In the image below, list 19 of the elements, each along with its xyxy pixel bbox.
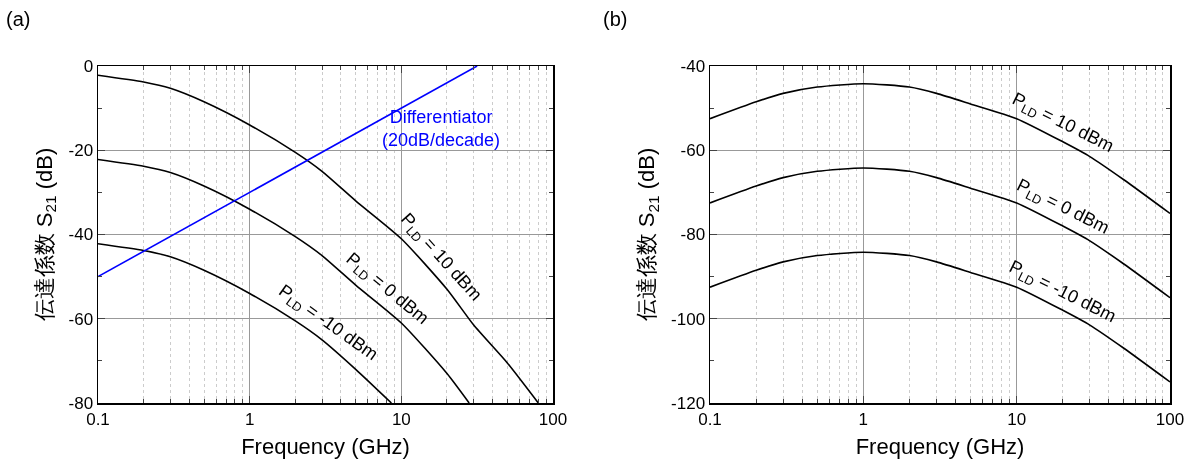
x-tick-label: 100 [538,409,568,429]
x-tick-label: 10 [391,409,411,429]
chart-title: (b) [602,7,628,30]
y-tick-label: -40 [68,225,94,245]
y-tick-label: -20 [68,141,94,161]
x-tick-label: 10 [1007,409,1027,429]
chart-title: (a) [5,7,31,30]
x-axis-title: Frequency (GHz) [855,433,1025,459]
x-tick-label: 1 [244,409,255,429]
y-tick-label: -60 [68,309,94,329]
y-tick-label: -80 [680,225,706,245]
x-tick-label: 1 [858,409,869,429]
y-tick-label: -100 [671,309,706,329]
y-tick-label: -40 [680,56,706,76]
y-tick-label: -60 [680,141,706,161]
x-axis-title: Frequency (GHz) [241,433,410,459]
series-label: Differentiator (20dB/decade) [382,107,501,151]
y-tick-label: 0 [83,56,94,76]
x-tick-label: 100 [1155,409,1185,429]
